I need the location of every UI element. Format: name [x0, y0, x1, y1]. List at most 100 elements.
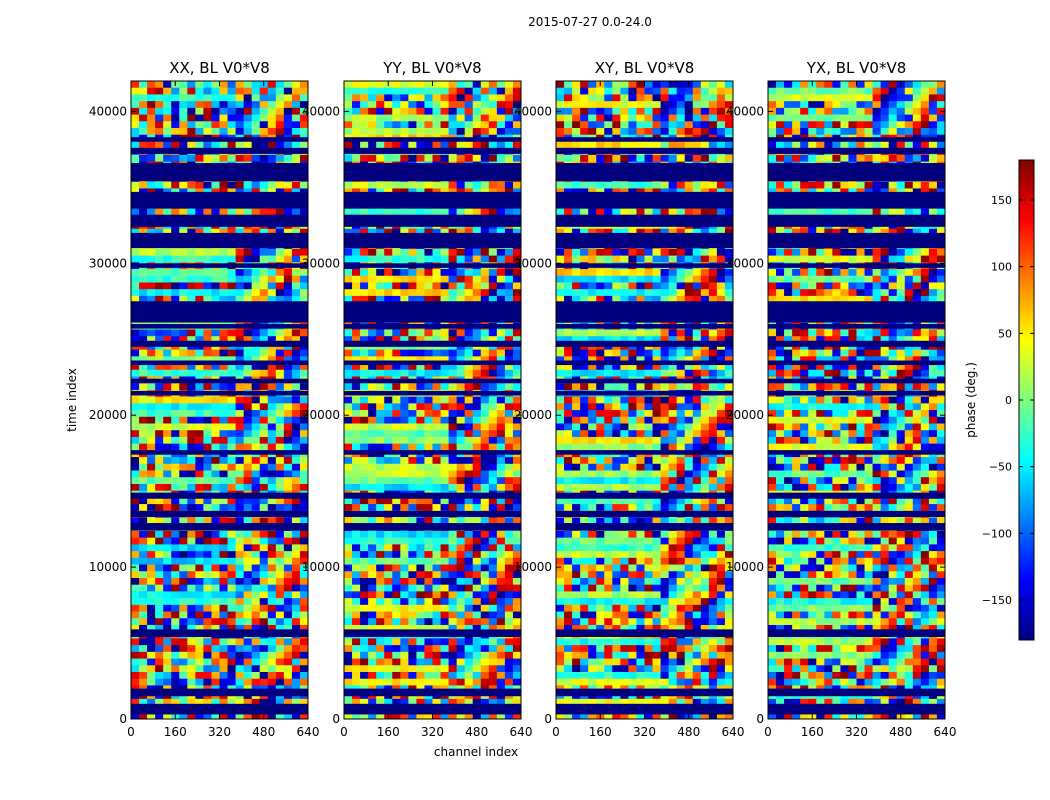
heatmap-cell [512, 403, 521, 411]
heatmap-cell [416, 356, 426, 364]
heatmap-cell [432, 658, 442, 666]
heatmap-cell [131, 410, 140, 418]
heatmap-cell [219, 470, 229, 478]
heatmap-cell [408, 598, 418, 606]
heatmap-cell [424, 497, 434, 505]
heatmap-cell [219, 208, 229, 216]
heatmap-cell [392, 530, 401, 539]
heatmap-cell [219, 430, 229, 438]
heatmap-cell [344, 604, 353, 613]
heatmap-cell [496, 269, 506, 277]
heatmap-cell [416, 477, 426, 485]
heatmap-cell [432, 410, 442, 418]
heatmap-cell [480, 611, 490, 619]
heatmap-cell [384, 181, 393, 190]
heatmap-cell [299, 295, 308, 304]
heatmap-cell [243, 571, 253, 579]
heatmap-cell [564, 107, 573, 116]
heatmap-cell [408, 504, 418, 512]
heatmap-cell [628, 154, 638, 163]
heatmap-cell [368, 504, 377, 512]
heatmap-cell [432, 295, 442, 304]
heatmap-cell [448, 101, 458, 109]
heatmap-cell [596, 275, 605, 284]
heatmap-cell [572, 228, 581, 237]
heatmap-cell [243, 363, 253, 371]
heatmap-cell [676, 114, 686, 122]
heatmap-cell [139, 208, 148, 216]
heatmap-cell [155, 369, 164, 378]
heatmap-cell [243, 114, 253, 122]
heatmap-cell [187, 477, 196, 485]
heatmap-cell [668, 94, 678, 102]
heatmap-cell [564, 282, 573, 290]
heatmap-cell [163, 81, 172, 89]
heatmap-cell [636, 141, 646, 149]
heatmap-cell [259, 248, 269, 257]
heatmap-cell [708, 289, 718, 297]
heatmap-cell [203, 544, 213, 552]
heatmap-cell [139, 295, 148, 304]
heatmap-cell [440, 289, 450, 297]
heatmap-cell [416, 396, 426, 404]
heatmap-cell [139, 470, 148, 478]
heatmap-cell [708, 107, 718, 116]
heatmap-cell [480, 282, 490, 290]
heatmap-cell [227, 470, 237, 478]
heatmap-cell [716, 154, 726, 163]
heatmap-cell [376, 544, 385, 552]
heatmap-cell [464, 477, 474, 485]
heatmap-cell [392, 651, 401, 660]
heatmap-cell [275, 470, 285, 478]
heatmap-cell [147, 282, 156, 290]
heatmap-cell [472, 101, 482, 109]
heatmap-cell [512, 604, 521, 613]
heatmap-cell [291, 410, 301, 418]
heatmap-cell [432, 423, 442, 431]
heatmap-cell [147, 443, 156, 451]
heatmap-cell [496, 349, 506, 357]
heatmap-cell [147, 128, 156, 136]
heatmap-cell [408, 477, 418, 485]
heatmap-cell [456, 410, 466, 418]
heatmap-cell [424, 651, 434, 660]
heatmap-cell [291, 114, 301, 122]
heatmap-cell [227, 329, 237, 337]
heatmap-cell [179, 289, 188, 297]
heatmap-cell [267, 571, 277, 579]
heatmap-cell [448, 154, 458, 163]
heatmap-cell [171, 443, 180, 451]
heatmap-cell [368, 282, 377, 290]
heatmap-cell [376, 248, 385, 257]
heatmap-cell [472, 698, 482, 707]
heatmap-cell [416, 624, 426, 633]
heatmap-cell [368, 591, 377, 599]
heatmap-cell [352, 208, 361, 216]
flagged-band [344, 191, 521, 209]
heatmap-cell [464, 517, 474, 525]
heatmap-cell [211, 564, 221, 572]
heatmap-cell [384, 598, 393, 606]
heatmap-cell [352, 604, 361, 613]
heatmap-cell [235, 477, 245, 485]
heatmap-cell [496, 584, 506, 592]
heatmap-cell [376, 275, 385, 284]
heatmap-cell [211, 94, 221, 102]
heatmap-cell [203, 470, 213, 478]
heatmap-cell [400, 121, 409, 129]
heatmap-cell [283, 591, 293, 599]
heatmap-cell [456, 537, 466, 545]
heatmap-cell [556, 81, 565, 89]
heatmap-cell [163, 208, 172, 216]
heatmap-cell [456, 671, 466, 680]
heatmap-cell [408, 141, 418, 149]
heatmap-cell [676, 141, 686, 149]
heatmap-cell [147, 349, 156, 357]
heatmap-cell [376, 618, 385, 626]
heatmap-cell [352, 248, 361, 257]
heatmap-cell [227, 651, 237, 660]
heatmap-cell [211, 624, 221, 633]
heatmap-cell [211, 383, 221, 391]
heatmap-cell [408, 349, 418, 357]
heatmap-cell [179, 577, 188, 586]
